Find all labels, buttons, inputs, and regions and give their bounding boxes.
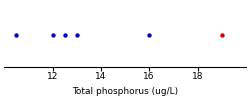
Point — [220, 35, 224, 36]
Point — [62, 35, 66, 36]
Point — [14, 35, 18, 36]
Point — [75, 35, 79, 36]
X-axis label: Total phosphorus (ug/L): Total phosphorus (ug/L) — [72, 87, 178, 96]
Point — [147, 35, 151, 36]
Point — [50, 35, 54, 36]
